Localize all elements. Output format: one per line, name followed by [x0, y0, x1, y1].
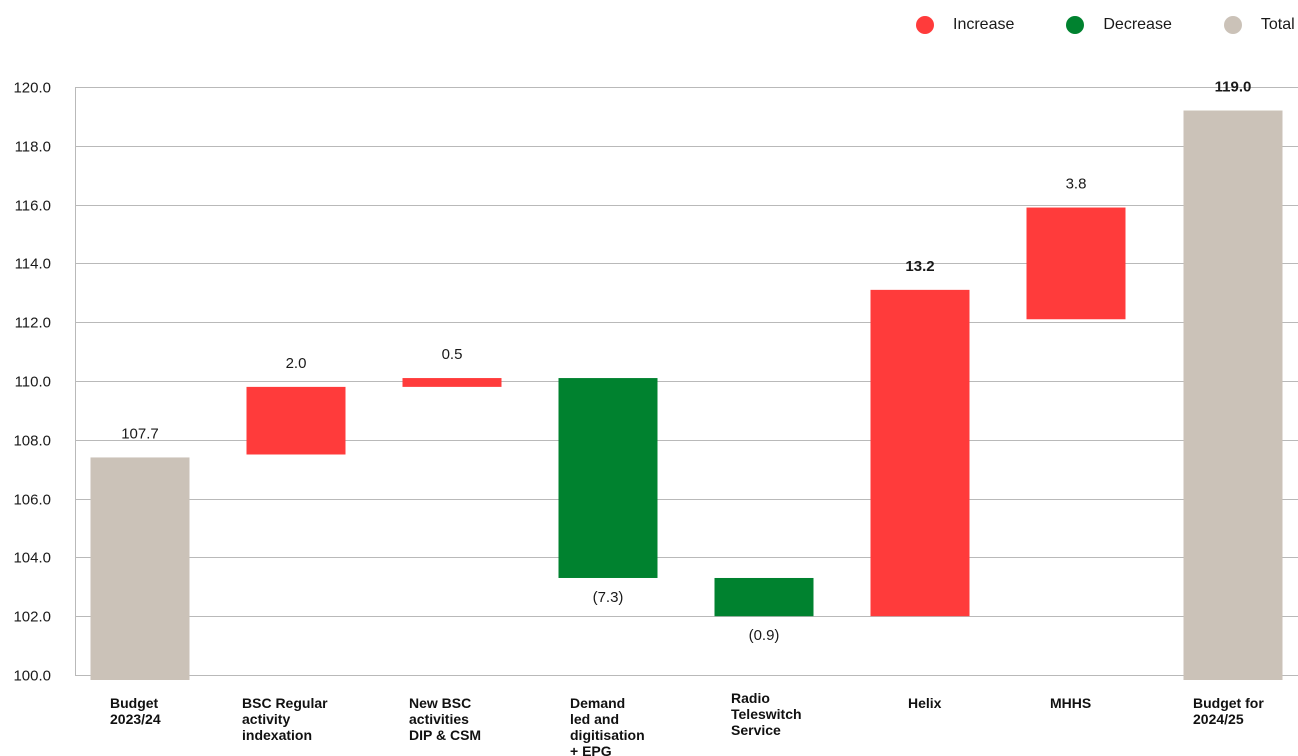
- data-label: 2.0: [286, 355, 307, 372]
- bar-decrease: [558, 378, 658, 578]
- data-label: 13.2: [905, 258, 934, 275]
- bar-decrease: [714, 577, 814, 617]
- legend-item-decrease: Decrease: [1066, 16, 1172, 34]
- x-tick-label: New BSC activities DIP & CSM: [409, 695, 481, 743]
- legend-label-total: Total: [1260, 16, 1295, 33]
- y-tick-label: 114.0: [15, 256, 51, 273]
- x-tick-label: Budget 2023/24: [110, 695, 161, 727]
- y-tick-label: 106.0: [13, 492, 51, 509]
- y-tick-label: 100.0: [13, 668, 51, 685]
- chart-legend: Increase Decrease Total: [916, 14, 1295, 36]
- x-tick-label: BSC Regular activity indexation: [242, 695, 328, 743]
- legend-dot-decrease: [1066, 16, 1085, 34]
- x-tick-label: Radio Teleswitch Service: [731, 690, 802, 738]
- y-tick-label: 118.0: [15, 139, 51, 156]
- legend-label-increase: Increase: [953, 16, 1015, 33]
- bar-increase: [402, 378, 502, 387]
- legend-dot-increase: [916, 16, 934, 34]
- data-label: 107.7: [121, 425, 159, 442]
- y-tick-label: 120.0: [13, 80, 51, 97]
- legend-label-decrease: Decrease: [1103, 16, 1172, 33]
- y-tick-label: 112.0: [15, 315, 51, 332]
- bar-total: [90, 457, 190, 680]
- y-tick-label: 116.0: [15, 198, 51, 215]
- y-tick-label: 110.0: [15, 374, 51, 391]
- y-tick-label: 102.0: [13, 609, 51, 626]
- data-label: 0.5: [442, 346, 463, 363]
- x-tick-label: MHHS: [1050, 695, 1091, 711]
- data-label: 3.8: [1066, 176, 1087, 193]
- legend-item-total: Total: [1223, 16, 1295, 34]
- x-tick-label: Helix: [908, 695, 942, 711]
- data-label: 119.0: [1215, 79, 1252, 96]
- bar-increase: [1026, 207, 1126, 320]
- bar-increase: [246, 386, 346, 455]
- y-tick-label: 108.0: [13, 433, 51, 450]
- x-tick-label: Budget for 2024/25: [1193, 695, 1264, 727]
- y-tick-label: 104.0: [13, 550, 51, 567]
- x-tick-label: Demand led and digitisation + EPG: [570, 695, 645, 756]
- bar-increase: [870, 289, 970, 617]
- data-label: (0.9): [749, 627, 780, 644]
- bar-total: [1183, 110, 1283, 680]
- legend-dot-total: [1223, 16, 1242, 34]
- data-label: (7.3): [593, 589, 624, 606]
- legend-item-increase: Increase: [916, 16, 1014, 34]
